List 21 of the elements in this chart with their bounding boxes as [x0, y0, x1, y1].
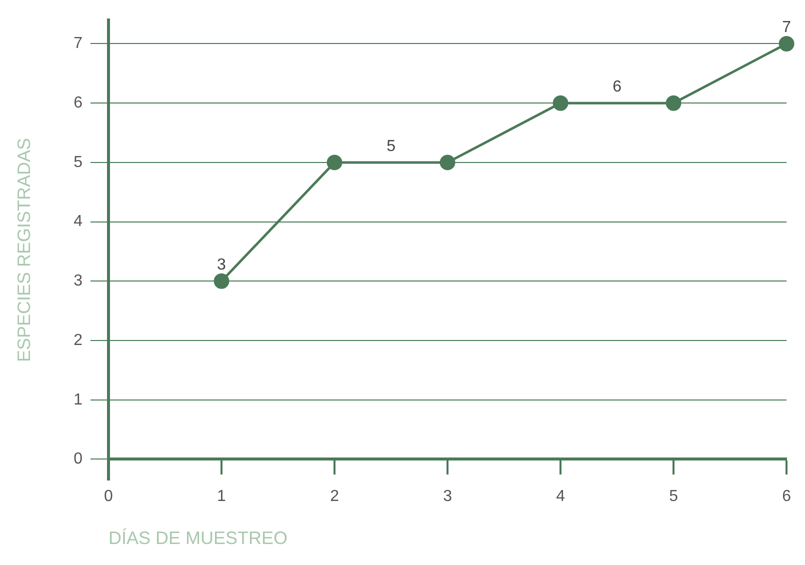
y-tick-label: 6	[74, 94, 83, 112]
x-tick-label: 4	[556, 488, 566, 506]
x-tick-label: 1	[217, 488, 226, 506]
annotation: 3	[217, 256, 226, 274]
x-tick-label: 5	[669, 488, 678, 506]
y-tick-label: 4	[74, 213, 83, 230]
x-tick-label: 2	[330, 488, 340, 506]
annotation: 7	[782, 19, 792, 36]
x-tick-label: 3	[443, 488, 452, 506]
y-tick-label: 3	[74, 272, 83, 290]
x-tick-label: 6	[782, 488, 792, 506]
y-tick-label: 2	[74, 332, 83, 349]
x-tick-label: 0	[104, 488, 114, 506]
annotation: 6	[612, 78, 622, 96]
y-tick-label: 7	[74, 35, 83, 52]
y-tick-label: 1	[74, 391, 83, 408]
x-axis-title: DÍAS DE MUESTREO	[108, 528, 288, 548]
y-axis-title: ESPECIES REGISTRADAS	[14, 138, 34, 362]
y-tick-label: 5	[74, 154, 83, 171]
y-tick-label: 0	[74, 450, 83, 468]
annotation: 5	[386, 138, 396, 155]
